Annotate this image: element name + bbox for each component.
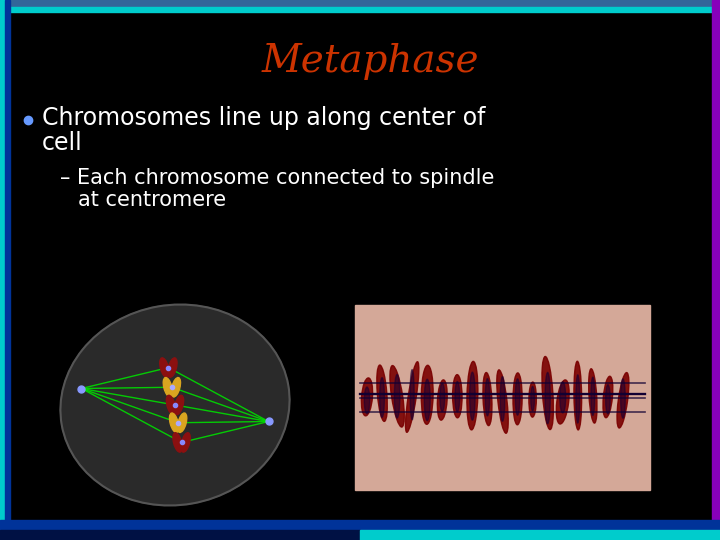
- Bar: [360, 520, 720, 530]
- Ellipse shape: [455, 382, 459, 412]
- Ellipse shape: [531, 387, 534, 411]
- Ellipse shape: [467, 361, 478, 430]
- Bar: [0, 0, 5, 540]
- Ellipse shape: [171, 377, 181, 397]
- Ellipse shape: [60, 305, 289, 505]
- Ellipse shape: [405, 362, 419, 433]
- Ellipse shape: [174, 395, 184, 415]
- Ellipse shape: [160, 358, 169, 377]
- Ellipse shape: [621, 379, 625, 418]
- Ellipse shape: [591, 377, 595, 415]
- Ellipse shape: [361, 378, 373, 416]
- Ellipse shape: [589, 369, 597, 423]
- Ellipse shape: [168, 358, 177, 377]
- Ellipse shape: [453, 375, 462, 418]
- Ellipse shape: [500, 376, 505, 421]
- Ellipse shape: [395, 374, 400, 418]
- Bar: [0, 7, 720, 12]
- Ellipse shape: [364, 387, 370, 414]
- Ellipse shape: [177, 413, 186, 433]
- Text: Metaphase: Metaphase: [261, 44, 479, 80]
- Ellipse shape: [529, 382, 536, 417]
- Ellipse shape: [163, 377, 173, 397]
- Ellipse shape: [166, 395, 176, 415]
- Ellipse shape: [497, 370, 508, 433]
- Ellipse shape: [421, 365, 433, 424]
- Ellipse shape: [440, 383, 445, 411]
- Ellipse shape: [469, 372, 475, 420]
- Ellipse shape: [181, 433, 190, 452]
- Bar: [355, 305, 650, 490]
- Ellipse shape: [617, 373, 629, 428]
- Ellipse shape: [557, 380, 570, 424]
- Ellipse shape: [513, 373, 522, 425]
- Bar: [0, 530, 360, 540]
- Ellipse shape: [603, 376, 613, 418]
- Text: – Each chromosome connected to spindle: – Each chromosome connected to spindle: [60, 168, 495, 188]
- Ellipse shape: [559, 382, 566, 413]
- Ellipse shape: [606, 384, 610, 414]
- Ellipse shape: [379, 377, 384, 417]
- Text: cell: cell: [42, 131, 83, 155]
- Ellipse shape: [437, 380, 447, 420]
- Bar: [712, 0, 720, 540]
- Ellipse shape: [173, 433, 182, 452]
- Ellipse shape: [574, 361, 582, 430]
- Ellipse shape: [377, 365, 387, 421]
- Ellipse shape: [410, 370, 414, 420]
- Ellipse shape: [542, 356, 554, 429]
- Bar: [0, 520, 360, 530]
- Ellipse shape: [516, 379, 520, 415]
- Text: Chromosomes line up along center of: Chromosomes line up along center of: [42, 106, 485, 130]
- Bar: [5, 0, 10, 540]
- Ellipse shape: [424, 379, 430, 421]
- Ellipse shape: [483, 373, 492, 426]
- Bar: [0, 0, 720, 7]
- Ellipse shape: [390, 366, 405, 427]
- Ellipse shape: [576, 375, 580, 423]
- Ellipse shape: [485, 379, 490, 416]
- Bar: [360, 530, 720, 540]
- Text: at centromere: at centromere: [78, 190, 226, 210]
- Ellipse shape: [545, 373, 550, 424]
- Ellipse shape: [169, 413, 179, 433]
